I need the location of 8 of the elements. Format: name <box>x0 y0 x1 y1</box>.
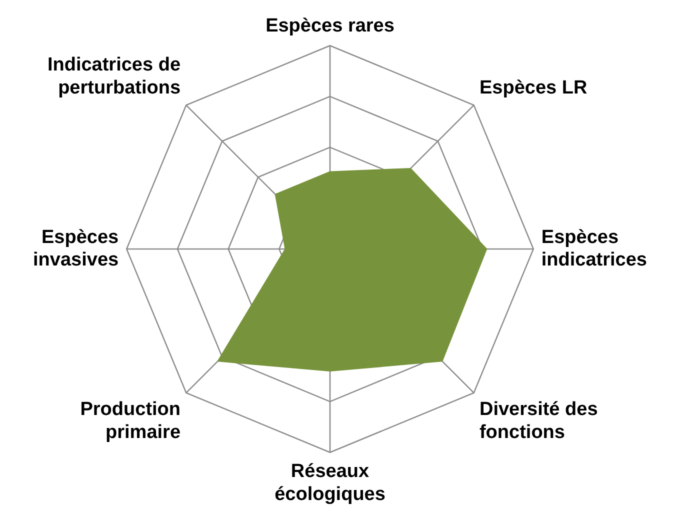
spoke-label: Espèces invasives <box>33 226 119 271</box>
spoke-label: Production primaire <box>80 399 181 443</box>
spoke-label: Indicatrices de perturbations <box>47 54 181 98</box>
spoke-label: Espèces LR <box>479 77 588 98</box>
spoke-label: Réseaux écologiques <box>274 461 386 505</box>
spoke-label: Diversité des fonctions <box>479 399 598 443</box>
spoke-label: Espèces indicatrices <box>541 226 648 271</box>
spoke-label: Espèces rares <box>266 15 394 36</box>
